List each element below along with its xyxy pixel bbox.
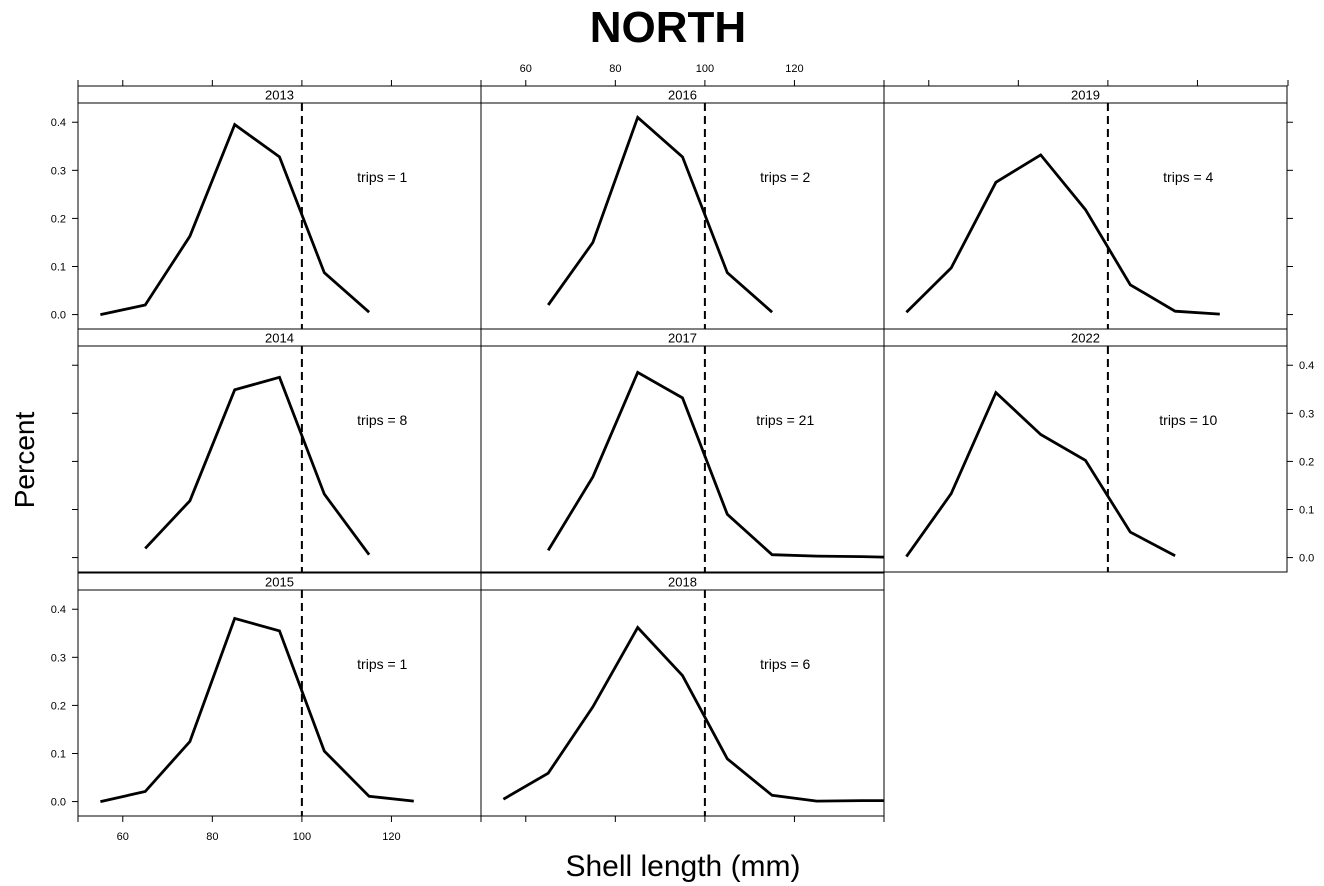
series-line-2013 [100,122,371,316]
strip-label-2017: 2017 [668,331,697,346]
trips-annotation-2022: trips = 10 [1159,412,1217,428]
y-tick-label-2015: 0.3 [51,652,66,664]
x-tick-label-top-2016: 60 [520,63,532,75]
x-tick-label-bottom-2015: 120 [382,831,400,843]
x-tick-label-top-2016: 100 [696,63,714,75]
strip-label-2014: 2014 [265,331,294,346]
x-axis-label: Shell length (mm) [565,850,800,883]
trips-annotation-2018: trips = 6 [760,656,810,672]
y-tick-label-right-2022: 0.2 [1299,456,1314,468]
strip-label-2018: 2018 [668,575,697,590]
panel-frame-2015 [77,589,482,817]
y-tick-label-2013: 0.3 [51,165,66,177]
y-tick-label-2013: 0.0 [51,310,66,322]
x-tick-label-bottom-2015: 100 [293,831,311,843]
x-tick-label-top-2016: 80 [609,63,621,75]
series-line-2016 [547,114,774,314]
x-tick-label-top-2016: 120 [785,63,803,75]
series-line-2019 [905,153,1220,316]
y-tick-label-right-2022: 0.4 [1299,360,1314,372]
y-tick-label-right-2022: 0.0 [1299,553,1314,565]
panel-2013: 2013 trips = 1 0.0 0.1 0.2 0.3 0.4 [51,80,482,330]
panel-frame-2013 [77,102,482,330]
y-tick-label-2015: 0.4 [51,604,66,616]
y-axis-label: Percent [9,412,40,509]
series-line-2015 [100,616,414,803]
panel-2022: 2022 trips = 10 0.0 0.1 0.2 0.3 0.4 [883,328,1314,573]
series-line-2014 [144,375,371,556]
trips-annotation-2014: trips = 8 [357,412,407,428]
x-tick-label-bottom-2015: 80 [206,831,218,843]
y-tick-label-right-2022: 0.1 [1299,504,1314,516]
y-tick-label-2013: 0.1 [51,261,66,273]
strip-label-2022: 2022 [1071,331,1100,346]
y-tick-label-right-2022: 0.3 [1299,408,1314,420]
y-tick-label-2015: 0.0 [51,797,66,809]
y-tick-label-2015: 0.2 [51,700,66,712]
panel-frame-2018 [480,589,885,817]
strip-label-2019: 2019 [1071,88,1100,103]
panel-group: 2013 trips = 1 0.0 0.1 0.2 0.3 0.4 2016 trips = … [51,63,1315,843]
panel-2019: 2019 trips = 4 [883,80,1293,330]
panel-2015: 2015 trips = 1 0.0 0.1 0.2 0.3 0.4 60 80 100 120 [51,572,482,843]
y-tick-label-2013: 0.2 [51,213,66,225]
trips-annotation-2017: trips = 21 [756,412,814,428]
panel-frame-2016 [480,102,885,330]
strip-label-2015: 2015 [265,575,294,590]
series-line-2022 [905,390,1176,558]
trips-annotation-2019: trips = 4 [1163,169,1213,185]
chart-title: NORTH [590,3,746,52]
y-tick-label-2013: 0.4 [51,117,66,129]
trips-annotation-2013: trips = 1 [357,169,407,185]
series-line-2017 [547,370,885,559]
x-tick-label-bottom-2015: 60 [117,831,129,843]
strip-label-2016: 2016 [668,88,697,103]
panel-frame-2022 [883,345,1288,573]
trips-annotation-2015: trips = 1 [357,656,407,672]
panel-2016: 2016 trips = 2 60 80 100 120 [480,63,885,330]
strip-label-2013: 2013 [265,88,294,103]
panel-frame-2017 [480,345,885,573]
series-line-2018 [502,625,884,803]
trips-annotation-2016: trips = 2 [760,169,810,185]
panel-2014: 2014 trips = 8 [72,328,482,573]
panel-2018: 2018 trips = 6 [480,572,885,822]
panel-2017: 2017 trips = 21 [480,328,885,573]
y-tick-label-2015: 0.1 [51,748,66,760]
panel-frame-2019 [883,102,1288,330]
